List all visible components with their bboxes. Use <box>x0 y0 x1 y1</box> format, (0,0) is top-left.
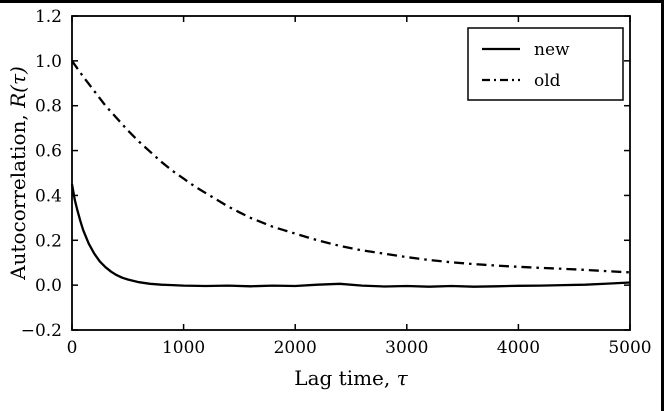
y-tick-label: 1.2 <box>35 7 62 27</box>
series-line-old <box>71 60 631 274</box>
legend-label-new: new <box>534 40 570 60</box>
y-tick-label: 0.6 <box>35 142 62 162</box>
x-tick-label: 3000 <box>385 338 428 358</box>
legend-label-old: old <box>534 71 561 91</box>
legend-box <box>467 27 624 101</box>
y-tick-label: 0.4 <box>35 186 62 206</box>
window-border-right <box>661 0 664 411</box>
x-tick-label: 1000 <box>162 338 205 358</box>
axes-frame <box>71 15 631 331</box>
x-tick-label: 0 <box>67 338 78 358</box>
y-tick-label: 0.0 <box>35 276 62 296</box>
y-tick-label: 0.2 <box>35 231 62 251</box>
x-tick-label: 2000 <box>274 338 317 358</box>
x-axis-label: Lag time, τ <box>294 366 408 390</box>
window-border-top <box>0 0 664 3</box>
y-axis-label: Autocorrelation, R(τ) <box>6 66 30 281</box>
y-tick-label: 1.0 <box>35 52 62 72</box>
x-tick-label: 4000 <box>497 338 540 358</box>
y-tick-label: 0.8 <box>35 97 62 117</box>
x-tick-label: 5000 <box>608 338 651 358</box>
y-tick-label: −0.2 <box>21 321 62 341</box>
series-line-new <box>70 183 631 288</box>
